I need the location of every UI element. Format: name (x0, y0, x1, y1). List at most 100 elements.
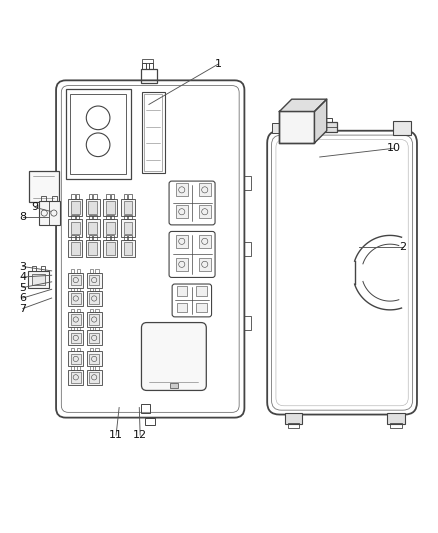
Bar (141, 69, 157, 83)
Bar (71, 222, 80, 234)
Text: 7: 7 (19, 304, 26, 313)
Bar (279, 111, 314, 143)
Bar (88, 243, 97, 255)
Bar (196, 303, 207, 312)
Text: 3: 3 (19, 262, 26, 271)
Bar (322, 118, 332, 122)
Bar (29, 171, 59, 202)
Bar (77, 269, 80, 273)
Bar (285, 413, 302, 424)
Bar (71, 354, 81, 364)
Bar (71, 348, 74, 351)
Bar (103, 199, 117, 216)
Bar (52, 196, 57, 201)
Bar (199, 258, 211, 271)
Bar (68, 370, 83, 385)
Text: 2: 2 (399, 242, 406, 252)
Bar (68, 240, 82, 257)
Bar (87, 312, 102, 327)
Bar (88, 222, 97, 234)
Bar (90, 269, 93, 273)
Bar (77, 309, 80, 312)
Bar (90, 327, 93, 330)
Text: 4: 4 (19, 272, 26, 282)
Bar (288, 423, 299, 427)
Bar (142, 92, 165, 173)
Bar (71, 372, 81, 383)
Polygon shape (279, 99, 327, 111)
Bar (128, 236, 132, 240)
Bar (124, 222, 132, 234)
Bar (89, 293, 99, 304)
Bar (71, 236, 75, 240)
Bar (71, 201, 80, 214)
Bar (87, 370, 102, 385)
Bar (86, 219, 100, 237)
Bar (70, 94, 126, 174)
Bar (106, 243, 115, 255)
Bar (86, 199, 100, 216)
Bar (41, 265, 45, 271)
Bar (76, 236, 79, 240)
Bar (124, 201, 132, 214)
Text: 1: 1 (215, 59, 222, 69)
Bar (103, 219, 117, 237)
Bar (106, 222, 115, 234)
Text: 12: 12 (133, 430, 147, 440)
Bar (32, 273, 45, 285)
Bar (89, 333, 99, 343)
Bar (103, 240, 117, 257)
Bar (199, 205, 211, 219)
Bar (90, 366, 93, 370)
Bar (89, 354, 99, 364)
Bar (95, 287, 99, 291)
Bar (121, 240, 135, 257)
Text: 6: 6 (19, 293, 26, 303)
Bar (176, 235, 188, 248)
Text: 8: 8 (19, 212, 26, 222)
Bar (86, 240, 100, 257)
Bar (89, 372, 99, 383)
Bar (124, 194, 127, 199)
Bar (106, 201, 115, 214)
Bar (177, 286, 187, 296)
Bar (176, 258, 188, 271)
Bar (199, 183, 211, 197)
Bar (88, 201, 97, 214)
Bar (176, 183, 188, 197)
Bar (111, 215, 114, 219)
Bar (170, 383, 178, 388)
Bar (76, 215, 79, 219)
Bar (90, 309, 93, 312)
Bar (144, 94, 162, 171)
Bar (124, 236, 127, 240)
Bar (106, 215, 110, 219)
Bar (68, 273, 83, 287)
Bar (121, 219, 135, 237)
Bar (124, 243, 132, 255)
Bar (199, 235, 211, 248)
Text: 9: 9 (32, 203, 39, 212)
Bar (89, 275, 99, 285)
Bar (68, 199, 82, 216)
Bar (76, 194, 79, 199)
Bar (393, 121, 411, 135)
Bar (95, 309, 99, 312)
Bar (95, 269, 99, 273)
Bar (95, 348, 99, 351)
Bar (196, 286, 207, 296)
Bar (87, 351, 102, 366)
Bar (128, 194, 132, 199)
Bar (95, 366, 99, 370)
Bar (71, 314, 81, 325)
Bar (66, 89, 131, 179)
Bar (244, 176, 251, 190)
Polygon shape (314, 99, 327, 143)
Bar (124, 215, 127, 219)
Bar (71, 275, 81, 285)
Bar (244, 316, 251, 330)
Bar (71, 333, 81, 343)
Bar (71, 327, 74, 330)
Bar (177, 303, 187, 312)
Bar (272, 123, 286, 133)
